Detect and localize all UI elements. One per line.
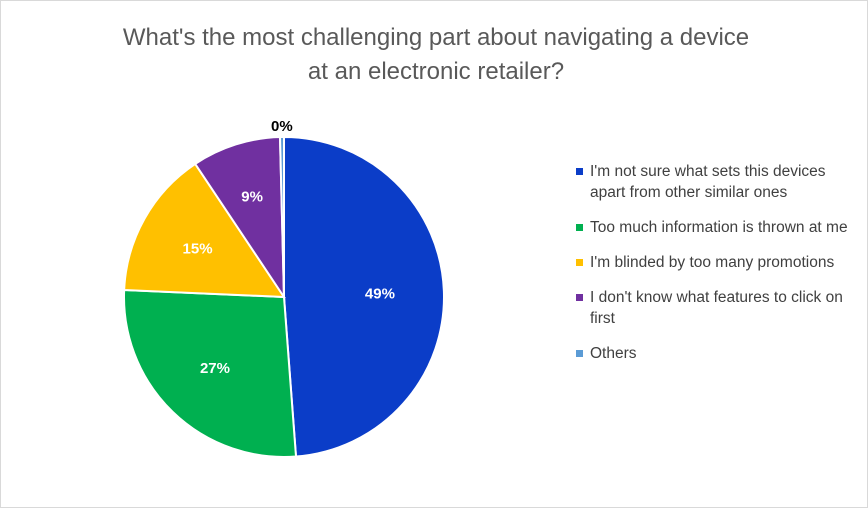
chart-title-line-1: What's the most challenging part about n… xyxy=(122,24,750,51)
legend-swatch xyxy=(576,350,583,357)
pie-slice-4 xyxy=(278,135,285,298)
chart-title: What's the most challenging part about n… xyxy=(41,21,831,89)
legend-item-promotions: I'm blinded by too many promotions xyxy=(576,252,856,273)
pie-slice-2 xyxy=(123,162,286,299)
legend-label: I'm blinded by too many promotions xyxy=(590,254,835,271)
pie-data-label-3: 9% xyxy=(241,188,263,205)
legend-item-features: I don't know what features to click on f… xyxy=(576,287,856,329)
pie-data-label-2: 15% xyxy=(183,240,213,257)
pie-data-label-1: 27% xyxy=(200,360,230,377)
legend-label: I don't know what features to click on f… xyxy=(590,289,843,327)
legend-label: I'm not sure what sets this devices apar… xyxy=(590,163,826,201)
legend-swatch xyxy=(576,294,583,301)
legend-item-others: Others xyxy=(576,343,856,364)
legend-item-not-sure: I'm not sure what sets this devices apar… xyxy=(576,161,856,203)
pie-slice-3 xyxy=(193,136,286,301)
pie-slice-1 xyxy=(123,288,298,458)
pie-data-label-4: 0% xyxy=(271,118,293,135)
legend-swatch xyxy=(576,259,583,266)
legend-swatch xyxy=(576,224,583,231)
chart-title-line-2: at an electronic retailer? xyxy=(307,58,565,85)
pie-slice-0 xyxy=(283,135,445,458)
legend-label: Others xyxy=(590,345,637,362)
legend: I'm not sure what sets this devices apar… xyxy=(576,161,856,378)
pie-data-label-0: 49% xyxy=(365,285,395,302)
legend-item-too-much-info: Too much information is thrown at me xyxy=(576,217,856,238)
legend-swatch xyxy=(576,168,583,175)
legend-label: Too much information is thrown at me xyxy=(590,219,848,236)
